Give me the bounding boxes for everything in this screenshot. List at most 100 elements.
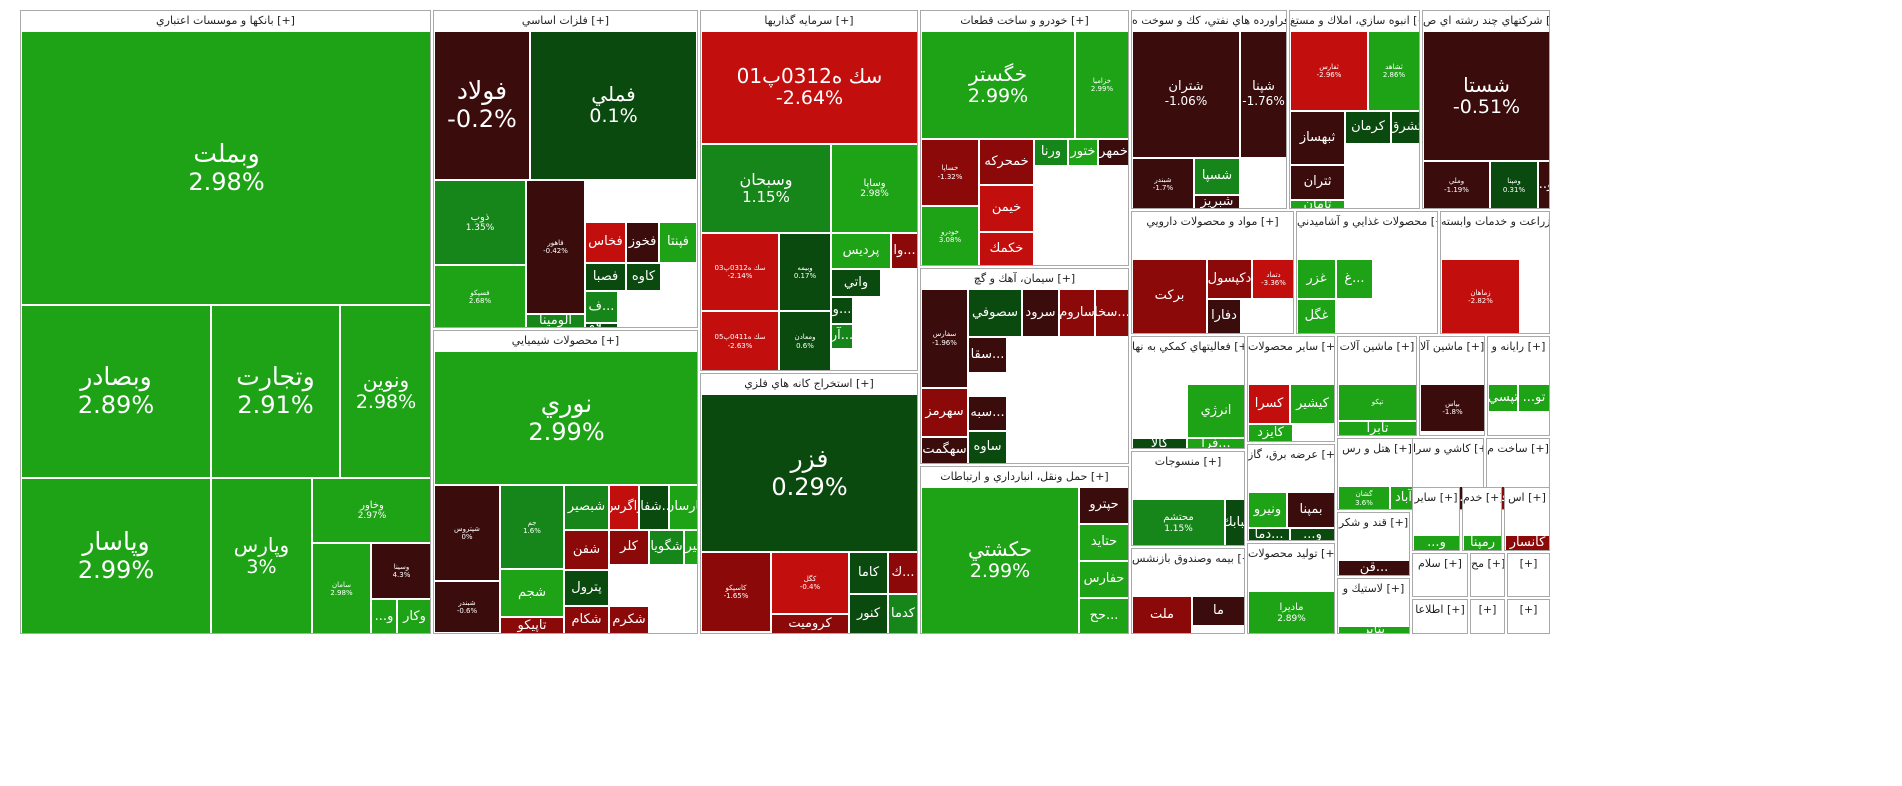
stock-tile[interactable]: ما [1192, 596, 1244, 626]
stock-tile[interactable]: شكرم [609, 606, 649, 633]
stock-tile[interactable]: شگويا [649, 530, 684, 565]
stock-tile[interactable]: ختور [1068, 139, 1098, 166]
stock-tile[interactable]: كگل -0.4% [771, 552, 849, 614]
stock-tile[interactable]: ...و [1538, 161, 1549, 208]
sector-title[interactable]: فعاليتهاي كمكي به نها [+] [1132, 337, 1244, 357]
stock-tile[interactable]: محتشم 1.15% [1132, 499, 1225, 545]
stock-tile[interactable]: دكپسول [1207, 259, 1252, 299]
stock-tile[interactable]: حفارس [1079, 561, 1128, 598]
stock-tile[interactable]: شتران -1.06% [1132, 31, 1240, 158]
stock-tile[interactable]: حكشتي 2.99% [921, 487, 1079, 633]
stock-tile[interactable]: وسينا 4.3% [371, 543, 430, 599]
stock-tile[interactable]: مادیرا 2.89% [1248, 591, 1334, 633]
stock-tile[interactable]: فرا... [1187, 438, 1244, 448]
stock-tile[interactable]: ونوين 2.98% [340, 305, 430, 478]
stock-tile[interactable]: حپترو [1079, 487, 1128, 524]
stock-tile[interactable]: سك ه0312پ03 -2.14% [701, 233, 779, 311]
stock-tile[interactable]: كايزد [1248, 424, 1293, 441]
stock-tile[interactable]: كسرا [1248, 384, 1290, 424]
stock-tile[interactable]: خگستر 2.99% [921, 31, 1075, 139]
stock-tile[interactable]: شجم [500, 569, 564, 617]
stock-tile[interactable]: شبندر -0.6% [434, 581, 500, 633]
stock-tile[interactable]: شستا -0.51% [1423, 31, 1549, 161]
sector-title[interactable]: [+] [1471, 600, 1504, 620]
stock-tile[interactable]: تابرا [1338, 421, 1416, 435]
stock-tile[interactable]: فخوز [626, 222, 659, 263]
sector-title[interactable]: ساير محصولات [+] [1248, 337, 1334, 357]
stock-tile[interactable]: وبصادر 2.89% [21, 305, 211, 478]
stock-tile[interactable]: ك... [888, 552, 917, 594]
stock-tile[interactable]: تاپيكو [500, 617, 564, 633]
stock-tile[interactable]: شبندر -1.7% [1132, 158, 1194, 208]
stock-tile[interactable]: ثشاهد 2.86% [1368, 31, 1419, 111]
stock-tile[interactable]: وخاور 2.97% [312, 478, 430, 543]
stock-tile[interactable]: سك ه0312پ01 -2.64% [701, 31, 917, 144]
stock-tile[interactable]: ثشرق [1391, 111, 1419, 144]
sector-title[interactable]: مواد و محصولات دارويي [+] [1132, 212, 1293, 232]
sector-title[interactable]: مح [+] [1471, 554, 1504, 574]
stock-tile[interactable]: خودرو 3.08% [921, 206, 979, 265]
sector-title[interactable]: فلزات اساسي [+] [434, 11, 697, 31]
stock-tile[interactable]: بپاس -1.8% [1420, 384, 1484, 432]
stock-tile[interactable]: سقا... [968, 337, 1007, 373]
stock-tile[interactable]: ثبهساز [1290, 111, 1345, 165]
sector-title[interactable]: بانکها و موسسات اعتباري [+] [21, 11, 430, 31]
stock-tile[interactable]: فزر 0.29% [701, 394, 917, 552]
stock-tile[interactable]: شفن [564, 530, 609, 570]
stock-tile[interactable]: سهرمز [921, 388, 968, 437]
stock-tile[interactable]: سصوفي [968, 289, 1022, 337]
stock-tile[interactable]: غزر [1297, 259, 1336, 299]
sector-title[interactable]: سرمايه گذاريها [+] [701, 11, 917, 31]
stock-tile[interactable]: خمهر [1098, 139, 1128, 166]
stock-tile[interactable]: كدما [888, 594, 917, 633]
sector-title[interactable]: اطلاعا [+] [1413, 600, 1467, 620]
sector-title[interactable]: محصولات شيميايي [+] [434, 331, 697, 351]
stock-tile[interactable]: ملت [1132, 596, 1192, 633]
stock-tile[interactable]: واتي [831, 269, 881, 297]
stock-tile[interactable]: خساپا -1.32% [921, 139, 979, 206]
stock-tile[interactable]: خيمن [979, 185, 1034, 232]
stock-tile[interactable]: سفارس -1.96% [921, 289, 968, 388]
stock-tile[interactable]: وسبحان 1.15% [701, 144, 831, 233]
stock-tile[interactable]: شيراز [684, 530, 697, 565]
stock-tile[interactable]: فصبا [585, 263, 626, 291]
sector-title[interactable]: زراعت و خدمات وابسته [+] [1441, 212, 1549, 232]
sector-title[interactable]: [+] [1508, 554, 1549, 574]
stock-tile[interactable]: ذوب 1.35% [434, 180, 526, 265]
stock-tile[interactable]: وپاسار 2.99% [21, 478, 211, 633]
stock-tile[interactable]: پتاير [1338, 626, 1409, 633]
stock-tile[interactable]: دما... [1248, 528, 1290, 540]
stock-tile[interactable]: ثتران [1290, 165, 1345, 200]
stock-tile[interactable]: ومپنا 0.31% [1490, 161, 1538, 208]
stock-tile[interactable]: آباد [1390, 486, 1416, 509]
stock-tile[interactable]: سامان 2.98% [312, 543, 371, 633]
sector-title[interactable]: بيمه وصندوق بازنشس [+] [1132, 549, 1244, 569]
sector-title[interactable]: حمل ونقل، انبارداري و ارتباطات [+] [921, 467, 1128, 487]
stock-tile[interactable]: ...و [371, 599, 397, 633]
stock-tile[interactable]: وملي -1.19% [1423, 161, 1490, 208]
stock-tile[interactable]: ثامان [1290, 200, 1345, 208]
stock-tile[interactable]: شكام [564, 606, 609, 633]
sector-title[interactable]: لاستيك و [+] [1338, 579, 1409, 599]
stock-tile[interactable]: شبصير [564, 485, 609, 530]
stock-tile[interactable]: كرمان [1345, 111, 1391, 144]
stock-tile[interactable]: غگل [1297, 299, 1336, 333]
stock-tile[interactable]: تپسي [1488, 384, 1518, 412]
stock-tile[interactable]: بمپنا [1287, 492, 1334, 528]
sector-title[interactable]: خدم [+] [1463, 488, 1501, 508]
sector-title[interactable]: استخراج كانه هاي فلزي [+] [701, 374, 917, 394]
stock-tile[interactable]: كانسار [1505, 535, 1549, 550]
sector-title[interactable]: ماشين آلات [+] [1338, 337, 1416, 357]
sector-title[interactable]: رايانه و [+] [1488, 337, 1549, 357]
stock-tile[interactable]: شبريز [1194, 195, 1240, 208]
stock-tile[interactable]: ونيرو [1248, 492, 1287, 528]
stock-tile[interactable]: غ... [1336, 259, 1373, 299]
stock-tile[interactable]: ساوه [968, 431, 1007, 463]
stock-tile[interactable]: ساروم [1059, 289, 1095, 337]
stock-tile[interactable]: آلومينا [526, 314, 585, 327]
stock-tile[interactable]: دفارا [1207, 299, 1241, 333]
stock-tile[interactable]: شسپا [1194, 158, 1240, 195]
stock-tile[interactable]: فملي 0.1% [530, 31, 697, 180]
stock-tile[interactable]: فو... [585, 323, 618, 327]
sector-title[interactable]: توليد محصولات [+] [1248, 544, 1334, 564]
